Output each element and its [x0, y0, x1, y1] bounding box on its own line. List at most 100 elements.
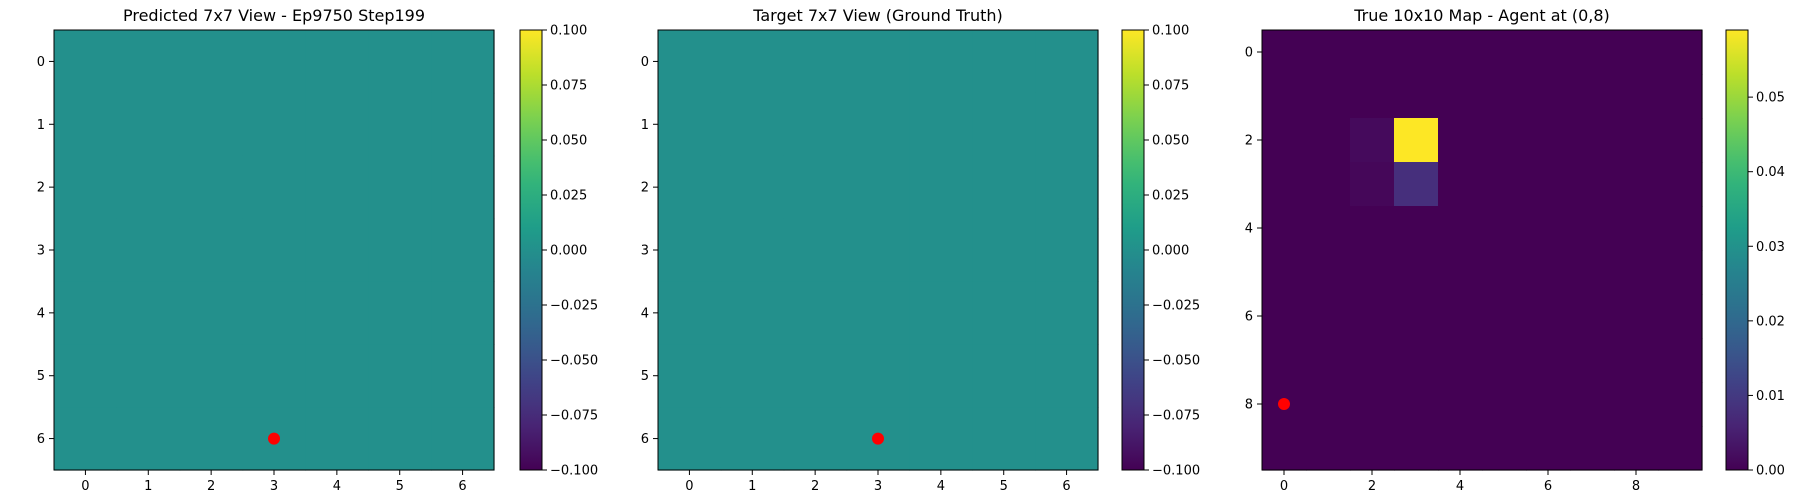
x-tick-label: 5 — [1000, 479, 1008, 494]
heatmap-cell — [431, 407, 495, 471]
heatmap-cell — [54, 344, 118, 408]
heatmap-cell — [846, 30, 911, 94]
heatmap-cell — [1394, 206, 1439, 251]
colorbar-tick-label: −0.075 — [550, 409, 598, 424]
heatmap-cell — [1526, 118, 1571, 163]
chart-title: Target 7x7 View (Ground Truth) — [752, 6, 1003, 25]
y-tick-label: 0 — [641, 55, 649, 70]
colorbar-tick-label: 0.01 — [1756, 389, 1785, 404]
heatmap-cell — [1570, 74, 1615, 119]
heatmap-cell — [368, 155, 432, 220]
colorbar-tick-label: −0.075 — [1152, 409, 1200, 424]
heatmap-cell — [972, 30, 1036, 94]
heatmap-cell — [846, 92, 911, 157]
heatmap-cell — [972, 92, 1036, 157]
heatmap-cell — [1526, 162, 1571, 207]
x-tick-label: 4 — [333, 479, 341, 494]
colorbar-tick-label: −0.050 — [1152, 354, 1200, 369]
y-tick-label: 5 — [37, 369, 45, 384]
heatmap-cell — [1350, 426, 1395, 471]
heatmap-cell — [720, 218, 785, 283]
heatmap-cell — [658, 407, 722, 471]
heatmap-cell — [1350, 30, 1395, 75]
heatmap-cell — [242, 344, 307, 408]
y-tick-label: 8 — [1245, 398, 1253, 413]
heatmap-cell — [368, 218, 432, 283]
heatmap-cell — [1570, 206, 1615, 251]
heatmap-cell — [1262, 426, 1307, 471]
heatmap-cell — [1614, 206, 1659, 251]
heatmap-cell — [1262, 118, 1307, 163]
heatmap-cell — [1394, 382, 1439, 427]
heatmap-cell — [1658, 426, 1703, 471]
heatmap-cell — [368, 344, 432, 408]
heatmap-cell — [1438, 162, 1483, 207]
heatmap-cell — [1306, 426, 1351, 471]
heatmap-cell — [1035, 281, 1099, 345]
heatmap-cell — [1482, 206, 1527, 251]
colorbar-tick-label: −0.025 — [1152, 299, 1200, 314]
heatmap-cell — [720, 155, 785, 220]
heatmap-cell — [242, 92, 307, 157]
heatmap-cell — [179, 344, 244, 408]
heatmap-cell — [54, 92, 118, 157]
heatmap-cell — [305, 155, 369, 220]
heatmap-cell — [1438, 30, 1483, 75]
heatmap-cell — [909, 155, 973, 220]
x-tick-label: 1 — [144, 479, 152, 494]
heatmap-cell — [720, 281, 785, 345]
heatmap-cell — [1306, 162, 1351, 207]
heatmap-cell — [972, 155, 1036, 220]
x-tick-label: 2 — [207, 479, 215, 494]
heatmap-cell — [179, 155, 244, 220]
heatmap-cell — [1350, 162, 1395, 207]
colorbar-tick-label: 0.025 — [550, 189, 587, 204]
heatmap-cell — [658, 281, 722, 345]
heatmap-cell — [1614, 338, 1659, 383]
heatmap-cell — [1614, 118, 1659, 163]
x-tick-label: 6 — [1062, 479, 1070, 494]
heatmap-cell — [116, 281, 181, 345]
heatmap-cell — [1394, 338, 1439, 383]
chart-title: Predicted 7x7 View - Ep9750 Step199 — [123, 6, 425, 25]
heatmap-cell — [431, 30, 495, 94]
heatmap-cell — [431, 92, 495, 157]
heatmap-cell — [1262, 294, 1307, 339]
heatmap-cell — [1262, 250, 1307, 295]
heatmap-cell — [1526, 426, 1571, 471]
heatmap-cell — [1482, 74, 1527, 119]
heatmap-cell — [1658, 74, 1703, 119]
heatmap-cell — [1438, 338, 1483, 383]
heatmap-cell — [1350, 74, 1395, 119]
heatmap-cell — [658, 30, 722, 94]
y-tick-label: 1 — [37, 118, 45, 133]
x-tick-label: 1 — [748, 479, 756, 494]
x-tick-label: 2 — [811, 479, 819, 494]
heatmap-cell — [179, 30, 244, 94]
colorbar-tick-label: −0.050 — [550, 354, 598, 369]
heatmap-cell — [1035, 407, 1099, 471]
heatmap-cell — [972, 218, 1036, 283]
heatmap-cell — [305, 92, 369, 157]
heatmap-cell — [1306, 338, 1351, 383]
heatmap-cell — [1035, 155, 1099, 220]
heatmap-cell — [368, 92, 432, 157]
colorbar-tick-label: 0.05 — [1756, 91, 1785, 106]
chart-panel-1: Predicted 7x7 View - Ep9750 Step199 0 1 2 3 4… — [37, 6, 598, 494]
heatmap-cell — [658, 92, 722, 157]
heatmap-cell — [179, 218, 244, 283]
y-tick-label: 4 — [641, 306, 649, 321]
y-tick-label: 3 — [37, 244, 45, 259]
heatmap-cell — [1526, 250, 1571, 295]
heatmap-cell — [54, 407, 118, 471]
heatmap-cell — [1438, 426, 1483, 471]
heatmap-cell — [846, 218, 911, 283]
heatmap-cell — [783, 92, 848, 157]
heatmap-cell — [846, 344, 911, 408]
heatmap-cell — [783, 30, 848, 94]
x-tick-label: 3 — [874, 479, 882, 494]
heatmap-cell — [116, 407, 181, 471]
heatmap-cell — [1035, 92, 1099, 157]
heatmap-cell — [179, 281, 244, 345]
heatmap-cell — [1658, 206, 1703, 251]
